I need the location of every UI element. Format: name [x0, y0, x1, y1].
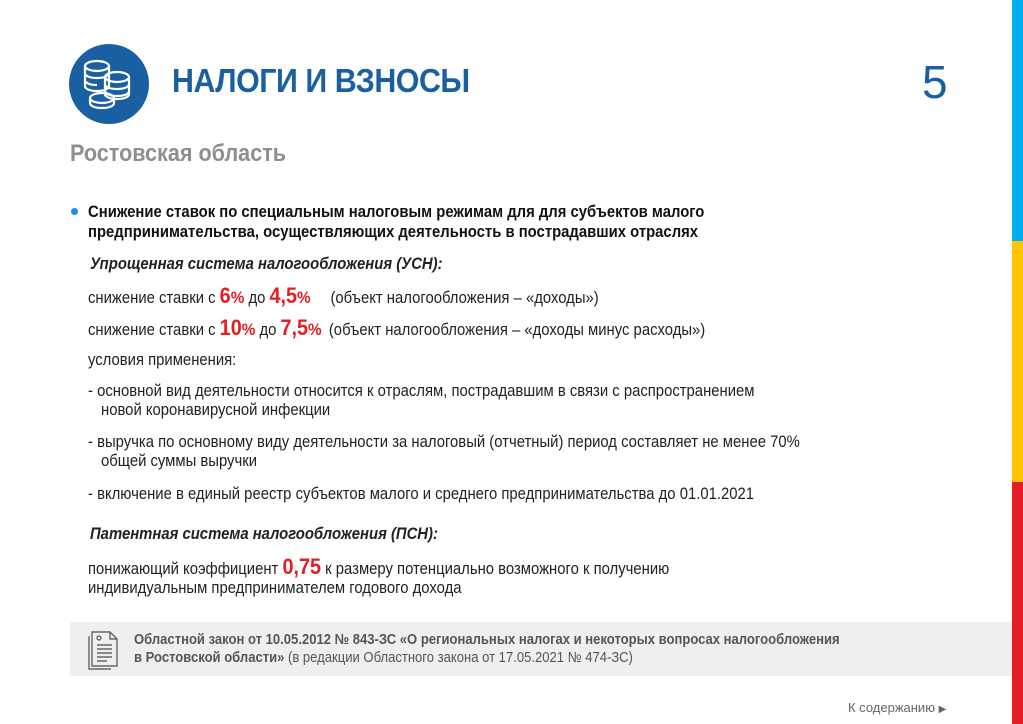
stripe-blue	[1012, 0, 1023, 241]
rate-from: 6	[219, 283, 231, 308]
coins-stack-icon	[69, 44, 149, 124]
page-title: НАЛОГИ И ВЗНОСЫ	[172, 62, 470, 99]
toc-link[interactable]: К содержанию ▶	[848, 700, 946, 715]
document-icon	[88, 628, 122, 675]
bullet-icon	[71, 208, 78, 215]
psn-line-1: понижающий коэффициент 0,75 к размеру по…	[88, 554, 670, 579]
rate-prefix: снижение ставки с	[88, 289, 220, 307]
law-line-2: в Ростовской области» (в редакции Област…	[134, 650, 633, 666]
rate-mid: до	[255, 321, 281, 339]
condition-2-line-2: общей суммы выручки	[101, 452, 258, 470]
pct: %	[308, 320, 322, 339]
psn-value: 0,75	[282, 554, 322, 579]
psn-title-text: Патентная система налогообложения (ПСН)	[90, 525, 433, 543]
rate-mid: до	[244, 289, 270, 307]
condition-3: - включение в единый реестр субъектов ма…	[88, 485, 755, 503]
rate-prefix: снижение ставки с	[88, 321, 220, 339]
psn-prefix: понижающий коэффициент	[88, 560, 283, 578]
pct: %	[297, 288, 311, 307]
condition-1-line-1: - основной вид деятельности относится к …	[88, 382, 755, 400]
rate-to: 7,5	[280, 315, 309, 340]
page-number: 5	[922, 56, 948, 108]
conditions-label: условия применения:	[88, 351, 237, 369]
rate-to: 4,5	[269, 283, 298, 308]
heading-line-2: предпринимательства, осуществляющих деят…	[88, 223, 699, 241]
pct: %	[241, 320, 256, 339]
usn-title-text: Упрощенная система налогообложения (УСН)	[90, 255, 438, 273]
psn-title: Патентная система налогообложения (ПСН):	[90, 525, 438, 543]
toc-link-text[interactable]: К содержанию	[848, 700, 935, 715]
usn-title: Упрощенная система налогообложения (УСН)…	[90, 255, 443, 273]
pct: %	[230, 288, 245, 307]
psn-line-2: индивидуальным предпринимателем годового…	[88, 579, 462, 597]
rate-note: (объект налогообложения – «доходы»)	[330, 289, 599, 307]
rate-line-1: снижение ставки с 6% до 4,5% (объект нало…	[88, 283, 599, 308]
region-subtitle: Ростовская область	[70, 140, 287, 167]
condition-1-line-2: новой коронавирусной инфекции	[101, 401, 331, 419]
rate-note: (объект налогообложения – «доходы минус …	[328, 321, 706, 339]
heading-line-1: Снижение ставок по специальным налоговым…	[88, 203, 705, 221]
law-reference-band	[70, 622, 1012, 676]
rate-from: 10	[219, 315, 242, 340]
psn-suffix: к размеру потенциально возможного к полу…	[321, 560, 670, 578]
condition-2-line-1: - выручка по основному виду деятельности…	[88, 433, 800, 451]
law-title-end: в Ростовской области»	[134, 650, 285, 666]
rate-line-2: снижение ставки с 10% до 7,5% (объект нал…	[88, 315, 706, 340]
stripe-yellow	[1012, 241, 1023, 482]
arrow-right-icon[interactable]: ▶	[938, 704, 947, 715]
law-edition: (в редакции Областного закона от 17.05.2…	[284, 650, 633, 666]
law-line-1: Областной закон от 10.05.2012 № 843-ЗС «…	[134, 632, 840, 648]
stripe-red	[1012, 482, 1023, 724]
